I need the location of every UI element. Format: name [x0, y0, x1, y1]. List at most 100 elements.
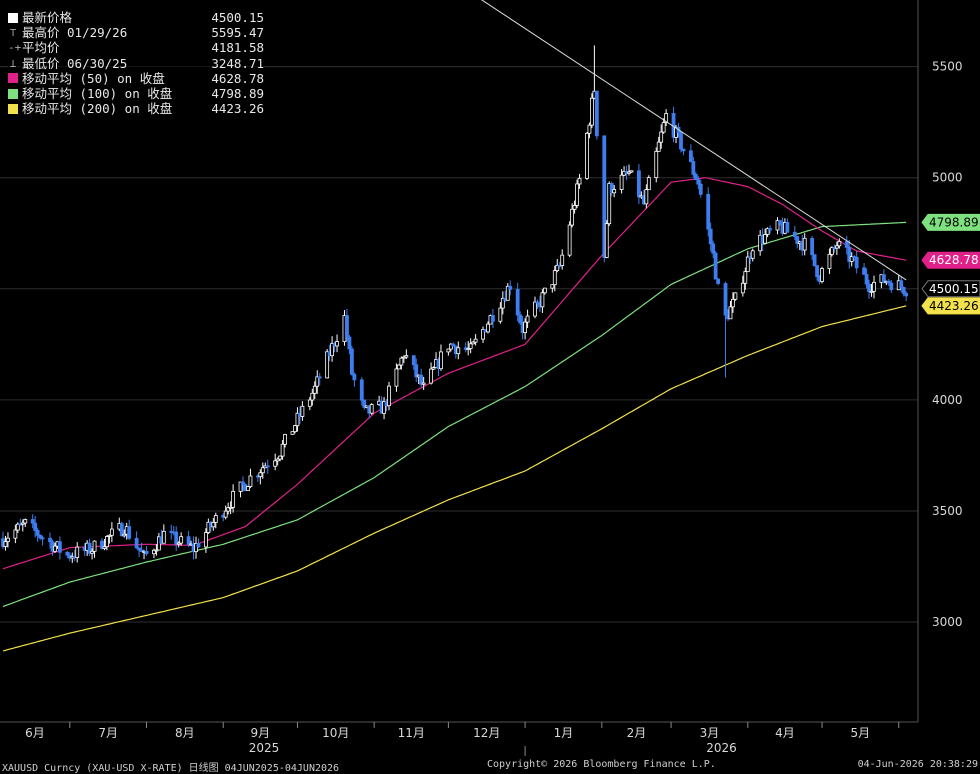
- candle-body: [352, 373, 357, 381]
- candle-body: [886, 280, 891, 284]
- candle-body: [325, 351, 330, 379]
- candle-body: [728, 306, 733, 320]
- y-tick-label: 4000: [932, 393, 963, 407]
- candle-body: [837, 241, 842, 247]
- candle-body: [456, 347, 461, 355]
- candle-body: [317, 376, 322, 379]
- candle-body: [335, 341, 339, 347]
- price-tag: [921, 251, 980, 269]
- candle-body: [834, 245, 839, 249]
- candle-body: [312, 385, 317, 394]
- candle-body: [872, 281, 876, 292]
- footer-security-info: XAUUSD Curncy (XAU-USD X-RATE) 日线图 04JUN…: [2, 763, 340, 774]
- candle-body: [743, 271, 748, 284]
- candle-body: [362, 399, 367, 408]
- candle-body: [889, 282, 894, 291]
- candle-body: [206, 521, 211, 533]
- candle-body: [864, 273, 869, 285]
- candle-body: [144, 550, 149, 555]
- legend-swatch-ma200: [8, 103, 18, 114]
- ma100-line: [2, 221, 907, 608]
- price-tag: [921, 280, 980, 298]
- candle-body: [231, 490, 236, 508]
- candle-body: [38, 535, 43, 539]
- x-month-label: 4月: [775, 726, 795, 740]
- candle-body: [53, 545, 57, 552]
- candle-body: [711, 243, 716, 254]
- candle-body: [627, 171, 631, 174]
- x-month-label: 9月: [251, 726, 271, 740]
- candle-body: [411, 355, 416, 366]
- candle-body: [525, 315, 530, 323]
- candle-body: [307, 399, 312, 407]
- candle-body: [295, 412, 300, 427]
- candle-body: [723, 283, 728, 316]
- candle-body: [300, 405, 305, 417]
- candle-body: [283, 434, 287, 445]
- candle-body: [508, 285, 513, 290]
- candle-body: [567, 224, 572, 256]
- candle-body: [265, 465, 270, 468]
- candle-body: [768, 228, 772, 231]
- candle-body: [248, 475, 253, 488]
- candle-body: [552, 270, 557, 286]
- candle-body: [179, 536, 184, 544]
- candle-body: [226, 507, 231, 512]
- candle-body: [486, 323, 490, 333]
- x-year-label: 2025: [249, 741, 280, 755]
- candle-body: [404, 355, 409, 358]
- x-year-label: 2026: [706, 741, 737, 755]
- candle-body: [397, 364, 401, 370]
- candle-body: [30, 519, 35, 524]
- candle-body: [713, 252, 718, 280]
- candle-body: [904, 292, 909, 297]
- candle-body: [211, 522, 216, 528]
- legend-row-high: ⊤ 最高价 01/29/26 5595.47: [9, 25, 264, 41]
- x-month-label: 2月: [627, 726, 647, 740]
- candle-body: [421, 382, 426, 385]
- candle-body: [439, 351, 443, 370]
- candle-body: [708, 228, 713, 245]
- candle-body: [107, 534, 112, 537]
- candle-body: [127, 526, 132, 539]
- candle-body: [810, 237, 815, 256]
- candle-body: [315, 376, 320, 387]
- candle-body: [90, 550, 94, 554]
- candle-body: [594, 90, 599, 137]
- legend-swatch-ma50: [8, 73, 18, 84]
- candle-body: [75, 546, 80, 558]
- x-month-label: 8月: [175, 726, 195, 740]
- candle-body: [901, 287, 906, 294]
- candle-body: [688, 150, 693, 163]
- candle-body: [65, 551, 70, 556]
- candle-body: [3, 541, 8, 547]
- candle-body: [681, 148, 686, 152]
- candle-body: [119, 523, 124, 537]
- candle-body: [446, 348, 451, 353]
- candle-body: [468, 343, 473, 349]
- legend-row-ma100: 移动平均 (100) on 收盘 4798.89: [8, 86, 264, 101]
- candle-body: [154, 549, 159, 552]
- candle-body: [646, 177, 651, 191]
- candle-body: [750, 250, 755, 259]
- candle-body: [258, 472, 263, 478]
- candle-body: [466, 348, 471, 350]
- candle-body: [827, 253, 832, 270]
- candle-body: [533, 301, 537, 317]
- candle-body: [6, 537, 10, 543]
- chart-legend: 最新价格 4500.15 ⊤ 最高价 01/29/26 5595.47 -+- …: [8, 10, 264, 117]
- candle-body: [196, 543, 201, 548]
- price-tag: [921, 297, 980, 315]
- candle-body: [820, 268, 824, 282]
- candle-body: [246, 486, 250, 492]
- legend-row-average: -+- 平均价 4181.58: [8, 40, 264, 56]
- y-tick-label: 3500: [932, 504, 963, 518]
- candle-body: [238, 481, 243, 492]
- candle-body: [152, 549, 156, 555]
- candle-body: [15, 523, 20, 531]
- price-tag: [921, 213, 980, 231]
- candle-body: [491, 315, 495, 322]
- y-tick-label: 5500: [932, 60, 963, 74]
- candle-body: [451, 343, 456, 347]
- price-tag-label: 4628.78: [929, 253, 979, 267]
